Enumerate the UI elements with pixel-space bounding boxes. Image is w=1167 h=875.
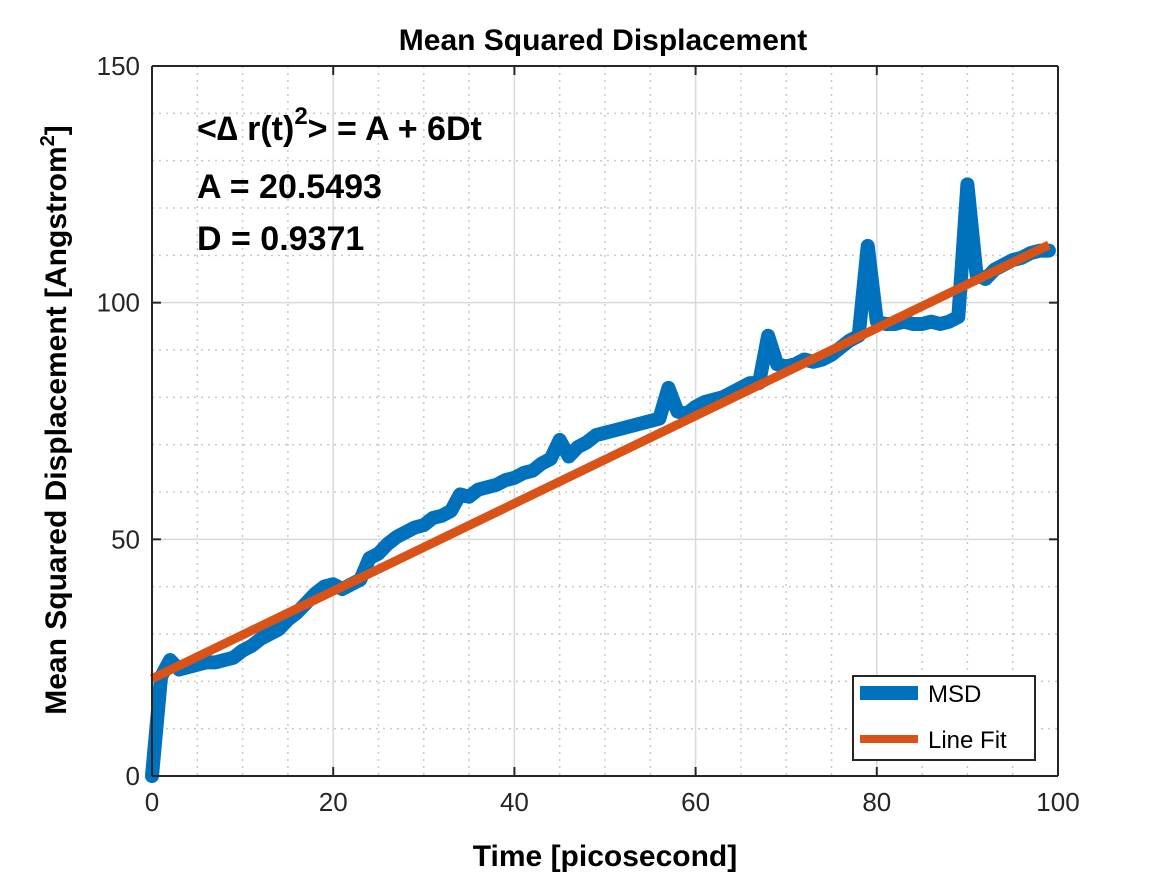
annotation: <∆ r(t)2> = A + 6Dt A = 20.5493 D = 0.93… xyxy=(197,103,482,258)
x-tick-label: 80 xyxy=(862,787,891,817)
a-value-text: A = 20.5493 xyxy=(197,168,382,206)
y-axis-title-end: ] xyxy=(40,125,73,135)
y-axis-title-superscript: 2 xyxy=(37,135,59,146)
y-axis-title: Mean Squared Displacement [Angstrom2] xyxy=(37,125,73,715)
d-value-text: D = 0.9371 xyxy=(197,220,364,258)
legend-fit-label: Line Fit xyxy=(928,727,1007,754)
equation-left: <∆ r(t) xyxy=(197,110,294,148)
y-tick-label: 150 xyxy=(97,51,140,81)
x-tick-label: 60 xyxy=(681,787,710,817)
y-tick-label: 100 xyxy=(97,288,140,318)
x-tick-label: 20 xyxy=(319,787,348,817)
x-tick-label: 40 xyxy=(500,787,529,817)
x-axis-title: Time [picosecond] xyxy=(473,840,738,873)
line-fit-series-line xyxy=(150,240,1051,683)
equation-superscript: 2 xyxy=(294,103,307,130)
equation-text: <∆ r(t)2> = A + 6Dt xyxy=(197,103,482,148)
chart-title: Mean Squared Displacement xyxy=(399,24,807,57)
x-tick-label: 0 xyxy=(145,787,159,817)
y-axis-title-main: Mean Squared Displacement [Angstrom xyxy=(40,146,73,714)
equation-right: > = A + 6Dt xyxy=(308,110,482,148)
axes-layer xyxy=(151,65,1059,777)
ticks-layer: 0 20 40 60 80 100 0 50 100 150 xyxy=(97,51,1080,817)
legend-msd-label: MSD xyxy=(928,681,981,708)
grid-layer xyxy=(152,66,1058,776)
x-tick-label: 100 xyxy=(1036,787,1079,817)
y-tick-label: 0 xyxy=(126,761,140,791)
y-tick-label: 50 xyxy=(111,524,140,554)
series-layer xyxy=(145,177,1056,783)
legend: MSD Line Fit xyxy=(852,675,1036,761)
